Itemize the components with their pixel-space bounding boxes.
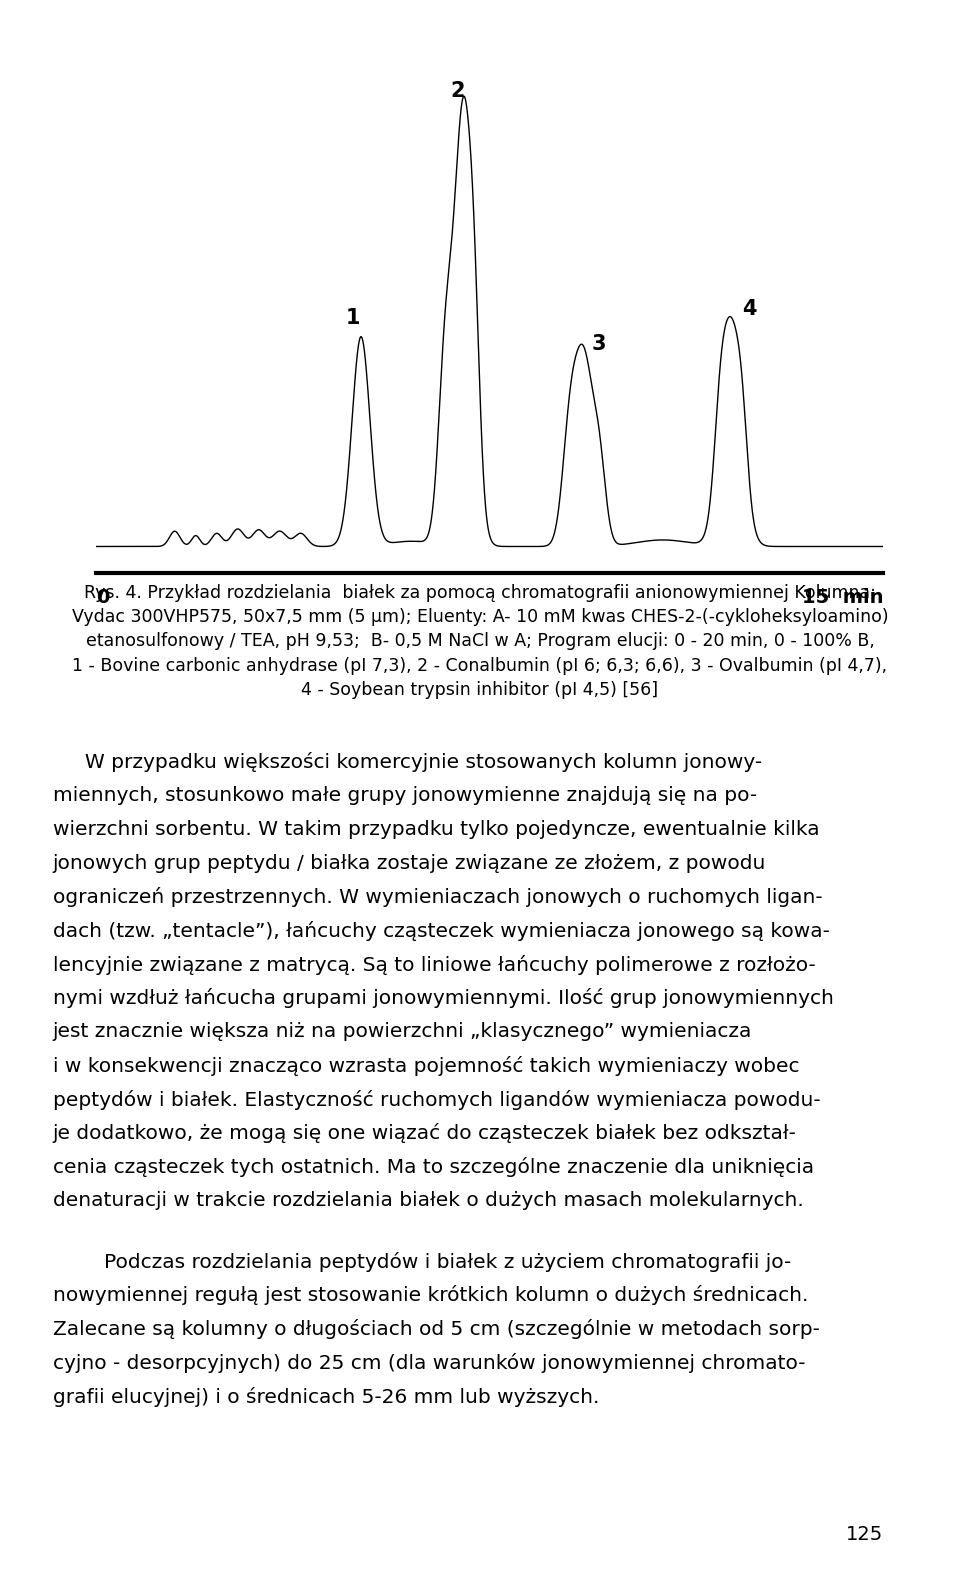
Text: Vydac 300VHP575, 50x7,5 mm (5 μm); Eluenty: A- 10 mM kwas CHES-2-(-cykloheksyloa: Vydac 300VHP575, 50x7,5 mm (5 μm); Eluen… [72, 607, 888, 626]
Text: cyjno - desorpcyjnych) do 25 cm (dla warunków jonowymiennej chromato-: cyjno - desorpcyjnych) do 25 cm (dla war… [53, 1352, 805, 1373]
Text: Zalecane są kolumny o długościach od 5 cm (szczególnie w metodach sorp-: Zalecane są kolumny o długościach od 5 c… [53, 1320, 820, 1338]
Text: Rys. 4. Przykład rozdzielania  białek za pomocą chromatografii anionowymiennej K: Rys. 4. Przykład rozdzielania białek za … [84, 584, 876, 601]
Text: miennych, stosunkowo małe grupy jonowymienne znajdują się na po-: miennych, stosunkowo małe grupy jonowymi… [53, 786, 756, 805]
Text: 2: 2 [451, 82, 466, 102]
Text: denaturacji w trakcie rozdzielania białek o dużych masach molekularnych.: denaturacji w trakcie rozdzielania białe… [53, 1191, 804, 1210]
Text: peptydów i białek. Elastyczność ruchomych ligandów wymieniacza powodu-: peptydów i białek. Elastyczność ruchomyc… [53, 1089, 821, 1109]
Text: jonowych grup peptydu / białka zostaje związane ze złożem, z powodu: jonowych grup peptydu / białka zostaje z… [53, 854, 766, 872]
Text: wierzchni sorbentu. W takim przypadku tylko pojedyncze, ewentualnie kilka: wierzchni sorbentu. W takim przypadku ty… [53, 819, 820, 839]
Text: 4: 4 [742, 300, 757, 320]
Text: 0: 0 [96, 588, 109, 607]
Text: nymi wzdłuż łańcucha grupami jonowymiennymi. Ilość grup jonowymiennych: nymi wzdłuż łańcucha grupami jonowymienn… [53, 988, 833, 1009]
Text: lencyjnie związane z matrycą. Są to liniowe łańcuchy polimerowe z rozłożo-: lencyjnie związane z matrycą. Są to lini… [53, 954, 816, 974]
Text: ograniczeń przestrzennych. W wymieniaczach jonowych o ruchomych ligan-: ograniczeń przestrzennych. W wymieniacza… [53, 888, 823, 907]
Text: jest znacznie większa niż na powierzchni „klasycznego” wymieniacza: jest znacznie większa niż na powierzchni… [53, 1023, 753, 1042]
Text: je dodatkowo, że mogą się one wiązać do cząsteczek białek bez odkształ-: je dodatkowo, że mogą się one wiązać do … [53, 1123, 797, 1144]
Text: 125: 125 [846, 1525, 883, 1544]
Text: dach (tzw. „tentacle”), łańcuchy cząsteczek wymieniacza jonowego są kowa-: dach (tzw. „tentacle”), łańcuchy cząstec… [53, 921, 829, 941]
Text: 3: 3 [592, 334, 607, 355]
Text: grafii elucyjnej) i o średnicach 5-26 mm lub wyższych.: grafii elucyjnej) i o średnicach 5-26 mm… [53, 1387, 599, 1406]
Text: i w konsekwencji znacząco wzrasta pojemność takich wymieniaczy wobec: i w konsekwencji znacząco wzrasta pojemn… [53, 1056, 800, 1076]
Text: 4 - Soybean trypsin inhibitor (pI 4,5) [56]: 4 - Soybean trypsin inhibitor (pI 4,5) [… [301, 681, 659, 698]
Text: Podczas rozdzielania peptydów i białek z użyciem chromatografii jo-: Podczas rozdzielania peptydów i białek z… [53, 1252, 791, 1271]
Text: 15  min: 15 min [802, 588, 883, 607]
Text: nowymiennej regułą jest stosowanie krótkich kolumn o dużych średnicach.: nowymiennej regułą jest stosowanie krótk… [53, 1285, 808, 1305]
Text: cenia cząsteczek tych ostatnich. Ma to szczególne znaczenie dla uniknięcia: cenia cząsteczek tych ostatnich. Ma to s… [53, 1158, 814, 1177]
Text: etanosulfonowy / TEA, pH 9,53;  B- 0,5 M NaCl w A; Program elucji: 0 - 20 min, 0: etanosulfonowy / TEA, pH 9,53; B- 0,5 M … [85, 632, 875, 650]
Text: W przypadku większości komercyjnie stosowanych kolumn jonowy-: W przypadku większości komercyjnie stoso… [53, 753, 762, 772]
Text: 1: 1 [346, 308, 360, 328]
Text: 1 - Bovine carbonic anhydrase (pI 7,3), 2 - Conalbumin (pI 6; 6,3; 6,6), 3 - Ova: 1 - Bovine carbonic anhydrase (pI 7,3), … [72, 656, 888, 675]
